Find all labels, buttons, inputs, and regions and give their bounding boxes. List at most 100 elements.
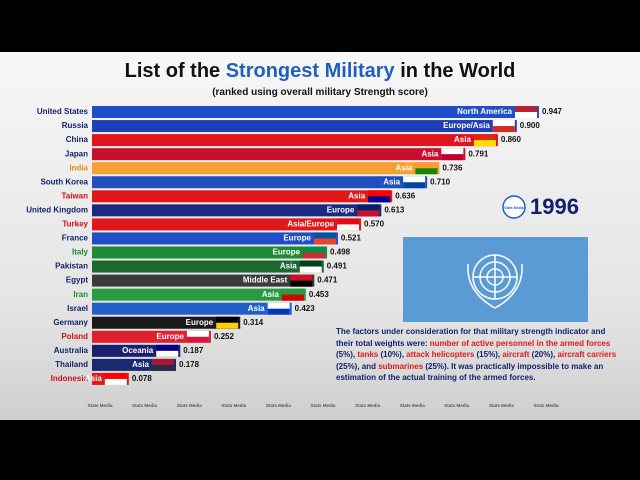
region-label: Asia: [348, 191, 365, 200]
flag: [290, 280, 313, 287]
bar: [92, 120, 517, 133]
value-label: 0.947: [542, 107, 563, 116]
region-label: Asia: [383, 177, 400, 186]
flag: [299, 266, 322, 273]
chart-area: 1996 United States North America 0.947 Russ…: [0, 52, 640, 420]
flag: [357, 210, 380, 217]
value-label: 0.491: [327, 262, 348, 271]
category-label: Poland: [61, 332, 88, 341]
flag: [104, 378, 127, 385]
watermark: Stats Media: [533, 403, 559, 408]
region-label: Asia: [395, 163, 412, 172]
value-label: 0.900: [520, 121, 541, 130]
description-part: aircraft: [502, 350, 530, 359]
description-part: (25%), and: [336, 361, 379, 371]
watermark: Stats Media: [266, 403, 292, 408]
region-label: Europe: [156, 332, 184, 341]
flag: [473, 140, 496, 147]
bar: [92, 330, 211, 343]
region-label: North America: [457, 107, 512, 116]
category-label: India: [69, 163, 88, 172]
description-part: (15%),: [474, 350, 503, 359]
watermark: Stats Media: [87, 403, 113, 408]
description-part: (25%). It was practically impossible to …: [336, 361, 604, 383]
category-label: Russia: [62, 121, 89, 130]
year: 1996: [530, 194, 579, 219]
watermark: Stats Media: [444, 403, 470, 408]
bar: [92, 204, 382, 217]
description-part: submarines: [378, 361, 424, 371]
description-part: tanks: [357, 350, 379, 359]
description-part: number of active personnel in the armed …: [429, 338, 611, 348]
category-label: Egypt: [66, 276, 89, 285]
flag: [156, 350, 179, 357]
category-label: Pakistan: [55, 262, 88, 271]
bar: [92, 218, 362, 231]
region-label: Asia: [454, 135, 471, 144]
flag: [303, 252, 326, 259]
chart-subtitle: (ranked using overall military Strength …: [212, 87, 428, 98]
value-label: 0.078: [132, 374, 153, 383]
value-label: 0.710: [430, 177, 451, 186]
bar: [92, 246, 328, 259]
flag: [441, 154, 464, 161]
category-label: Israel: [67, 304, 88, 313]
category-label: Iran: [73, 290, 88, 299]
chart-title: List of the Strongest Military in the Wo…: [0, 60, 640, 83]
value-label: 0.252: [214, 332, 235, 341]
region-label: Asia: [248, 304, 265, 313]
description-part: (20%),: [529, 350, 558, 359]
value-label: 0.521: [341, 234, 362, 243]
category-label: United States: [37, 107, 89, 116]
flag: [337, 224, 360, 231]
flag: [152, 364, 175, 371]
flag: [313, 238, 336, 245]
bar: [92, 288, 306, 301]
logo-text: Stats Media: [504, 206, 524, 210]
description-part: attack helicopters: [406, 350, 475, 359]
flag: [281, 294, 304, 301]
category-label: France: [62, 234, 89, 243]
region-label: Asia: [262, 290, 279, 299]
flag: [368, 196, 391, 203]
bar: [92, 302, 292, 315]
region-label: Europe: [186, 318, 214, 327]
value-label: 0.613: [384, 205, 405, 214]
chart: 1996 United States North America 0.947 Russ…: [26, 106, 588, 408]
value-label: 0.791: [468, 149, 489, 158]
category-label: Italy: [72, 248, 89, 257]
category-label: Taiwan: [61, 191, 88, 200]
description: The factors under consideration for that…: [336, 326, 618, 384]
bar: [92, 106, 539, 118]
watermark: Stats Media: [132, 403, 158, 408]
region-label: Asia: [85, 374, 102, 383]
watermark: Stats Media: [355, 403, 381, 408]
category-label: South Korea: [40, 177, 88, 186]
description-part: aircraft carriers: [557, 350, 617, 359]
region-label: Middle East: [243, 276, 288, 285]
bar: [92, 316, 241, 329]
bar: [92, 260, 324, 273]
value-label: 0.314: [243, 318, 264, 327]
watermark: Stats Media: [489, 403, 515, 408]
flag: [267, 308, 290, 315]
bar: [92, 134, 498, 147]
region-label: Asia/Europe: [287, 220, 334, 229]
bar: [92, 162, 440, 175]
watermark: Stats Media: [177, 403, 203, 408]
flag: [186, 336, 209, 343]
region-label: Europe: [327, 205, 355, 214]
region-label: Asia: [132, 360, 149, 369]
logo: [502, 195, 526, 219]
category-label: China: [66, 135, 89, 144]
flag: [514, 112, 537, 118]
flag: [492, 126, 515, 133]
category-label: Indonesia: [51, 374, 89, 383]
value-label: 0.187: [183, 346, 204, 355]
description-part: (5%),: [336, 350, 358, 359]
title-part: Strongest Military: [225, 60, 395, 82]
title-part: List of the: [124, 60, 226, 82]
value-label: 0.636: [395, 191, 416, 200]
flag: [216, 322, 239, 329]
region-label: Europe/Asia: [443, 121, 490, 130]
